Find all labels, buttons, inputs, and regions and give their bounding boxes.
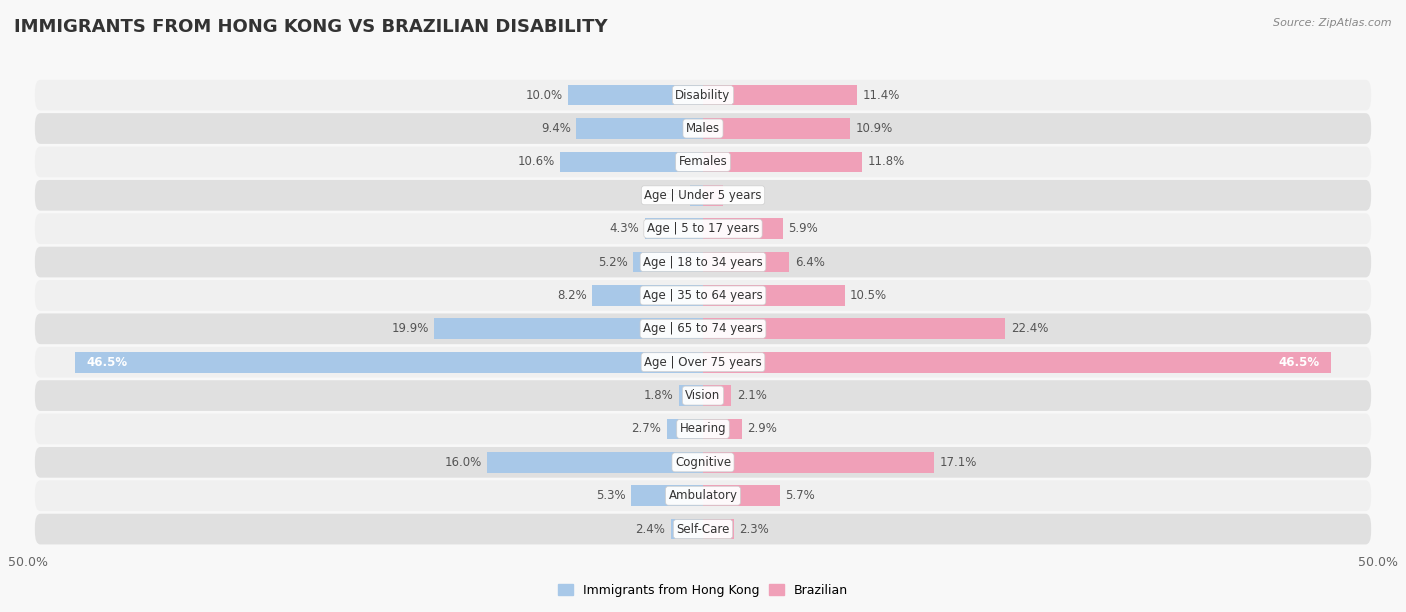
Bar — [671, 519, 703, 539]
Text: Males: Males — [686, 122, 720, 135]
Bar — [703, 385, 731, 406]
Bar — [703, 185, 723, 206]
Text: Ambulatory: Ambulatory — [668, 489, 738, 502]
Text: 17.1%: 17.1% — [939, 456, 977, 469]
Bar — [703, 152, 862, 172]
Text: 46.5%: 46.5% — [86, 356, 128, 368]
Text: IMMIGRANTS FROM HONG KONG VS BRAZILIAN DISABILITY: IMMIGRANTS FROM HONG KONG VS BRAZILIAN D… — [14, 18, 607, 36]
Text: 8.2%: 8.2% — [557, 289, 586, 302]
FancyBboxPatch shape — [35, 347, 1371, 378]
Text: Source: ZipAtlas.com: Source: ZipAtlas.com — [1274, 18, 1392, 28]
Text: 2.4%: 2.4% — [636, 523, 665, 536]
Text: 10.5%: 10.5% — [851, 289, 887, 302]
Bar — [703, 252, 789, 272]
Bar — [679, 385, 703, 406]
Bar — [76, 352, 703, 373]
Text: Hearing: Hearing — [679, 422, 727, 436]
FancyBboxPatch shape — [35, 146, 1371, 177]
Bar — [486, 452, 703, 472]
FancyBboxPatch shape — [35, 313, 1371, 344]
Text: 0.95%: 0.95% — [648, 188, 685, 202]
Bar — [703, 318, 1005, 339]
Text: Disability: Disability — [675, 89, 731, 102]
Text: 1.8%: 1.8% — [644, 389, 673, 402]
Text: 2.7%: 2.7% — [631, 422, 661, 436]
Text: 5.2%: 5.2% — [598, 256, 627, 269]
FancyBboxPatch shape — [35, 280, 1371, 311]
Text: 19.9%: 19.9% — [392, 323, 429, 335]
FancyBboxPatch shape — [35, 180, 1371, 211]
Text: 2.9%: 2.9% — [748, 422, 778, 436]
Bar — [703, 485, 780, 506]
Text: Age | 18 to 34 years: Age | 18 to 34 years — [643, 256, 763, 269]
Text: 11.8%: 11.8% — [868, 155, 905, 168]
FancyBboxPatch shape — [35, 80, 1371, 111]
Text: Age | 35 to 64 years: Age | 35 to 64 years — [643, 289, 763, 302]
Bar — [703, 218, 783, 239]
Legend: Immigrants from Hong Kong, Brazilian: Immigrants from Hong Kong, Brazilian — [553, 579, 853, 602]
FancyBboxPatch shape — [35, 113, 1371, 144]
Text: 4.3%: 4.3% — [610, 222, 640, 235]
Bar — [434, 318, 703, 339]
FancyBboxPatch shape — [35, 214, 1371, 244]
Text: Age | 65 to 74 years: Age | 65 to 74 years — [643, 323, 763, 335]
Text: 11.4%: 11.4% — [862, 89, 900, 102]
FancyBboxPatch shape — [35, 247, 1371, 277]
Bar — [560, 152, 703, 172]
Bar — [666, 419, 703, 439]
Text: Females: Females — [679, 155, 727, 168]
Text: 6.4%: 6.4% — [794, 256, 825, 269]
FancyBboxPatch shape — [35, 380, 1371, 411]
Text: 1.5%: 1.5% — [728, 188, 758, 202]
Bar — [703, 352, 1330, 373]
Text: Vision: Vision — [685, 389, 721, 402]
Text: Age | Under 5 years: Age | Under 5 years — [644, 188, 762, 202]
Text: 9.4%: 9.4% — [541, 122, 571, 135]
Text: 22.4%: 22.4% — [1011, 323, 1047, 335]
Text: 10.0%: 10.0% — [526, 89, 562, 102]
Text: 2.3%: 2.3% — [740, 523, 769, 536]
Text: Cognitive: Cognitive — [675, 456, 731, 469]
Text: Age | 5 to 17 years: Age | 5 to 17 years — [647, 222, 759, 235]
Bar — [592, 285, 703, 306]
Text: 10.6%: 10.6% — [517, 155, 554, 168]
Text: 2.1%: 2.1% — [737, 389, 766, 402]
Bar — [576, 118, 703, 139]
FancyBboxPatch shape — [35, 414, 1371, 444]
Bar — [645, 218, 703, 239]
Bar — [703, 452, 934, 472]
FancyBboxPatch shape — [35, 480, 1371, 511]
Text: 5.7%: 5.7% — [786, 489, 815, 502]
Bar — [703, 85, 856, 105]
Bar — [690, 185, 703, 206]
Bar — [703, 118, 851, 139]
FancyBboxPatch shape — [35, 513, 1371, 545]
Text: 10.9%: 10.9% — [855, 122, 893, 135]
Bar — [703, 419, 742, 439]
Bar — [631, 485, 703, 506]
Text: 5.3%: 5.3% — [596, 489, 626, 502]
Bar — [703, 285, 845, 306]
FancyBboxPatch shape — [35, 447, 1371, 478]
Text: 5.9%: 5.9% — [787, 222, 818, 235]
Bar — [703, 519, 734, 539]
Text: 46.5%: 46.5% — [1278, 356, 1320, 368]
Text: Age | Over 75 years: Age | Over 75 years — [644, 356, 762, 368]
Text: Self-Care: Self-Care — [676, 523, 730, 536]
Text: 16.0%: 16.0% — [444, 456, 482, 469]
Bar — [568, 85, 703, 105]
Bar — [633, 252, 703, 272]
